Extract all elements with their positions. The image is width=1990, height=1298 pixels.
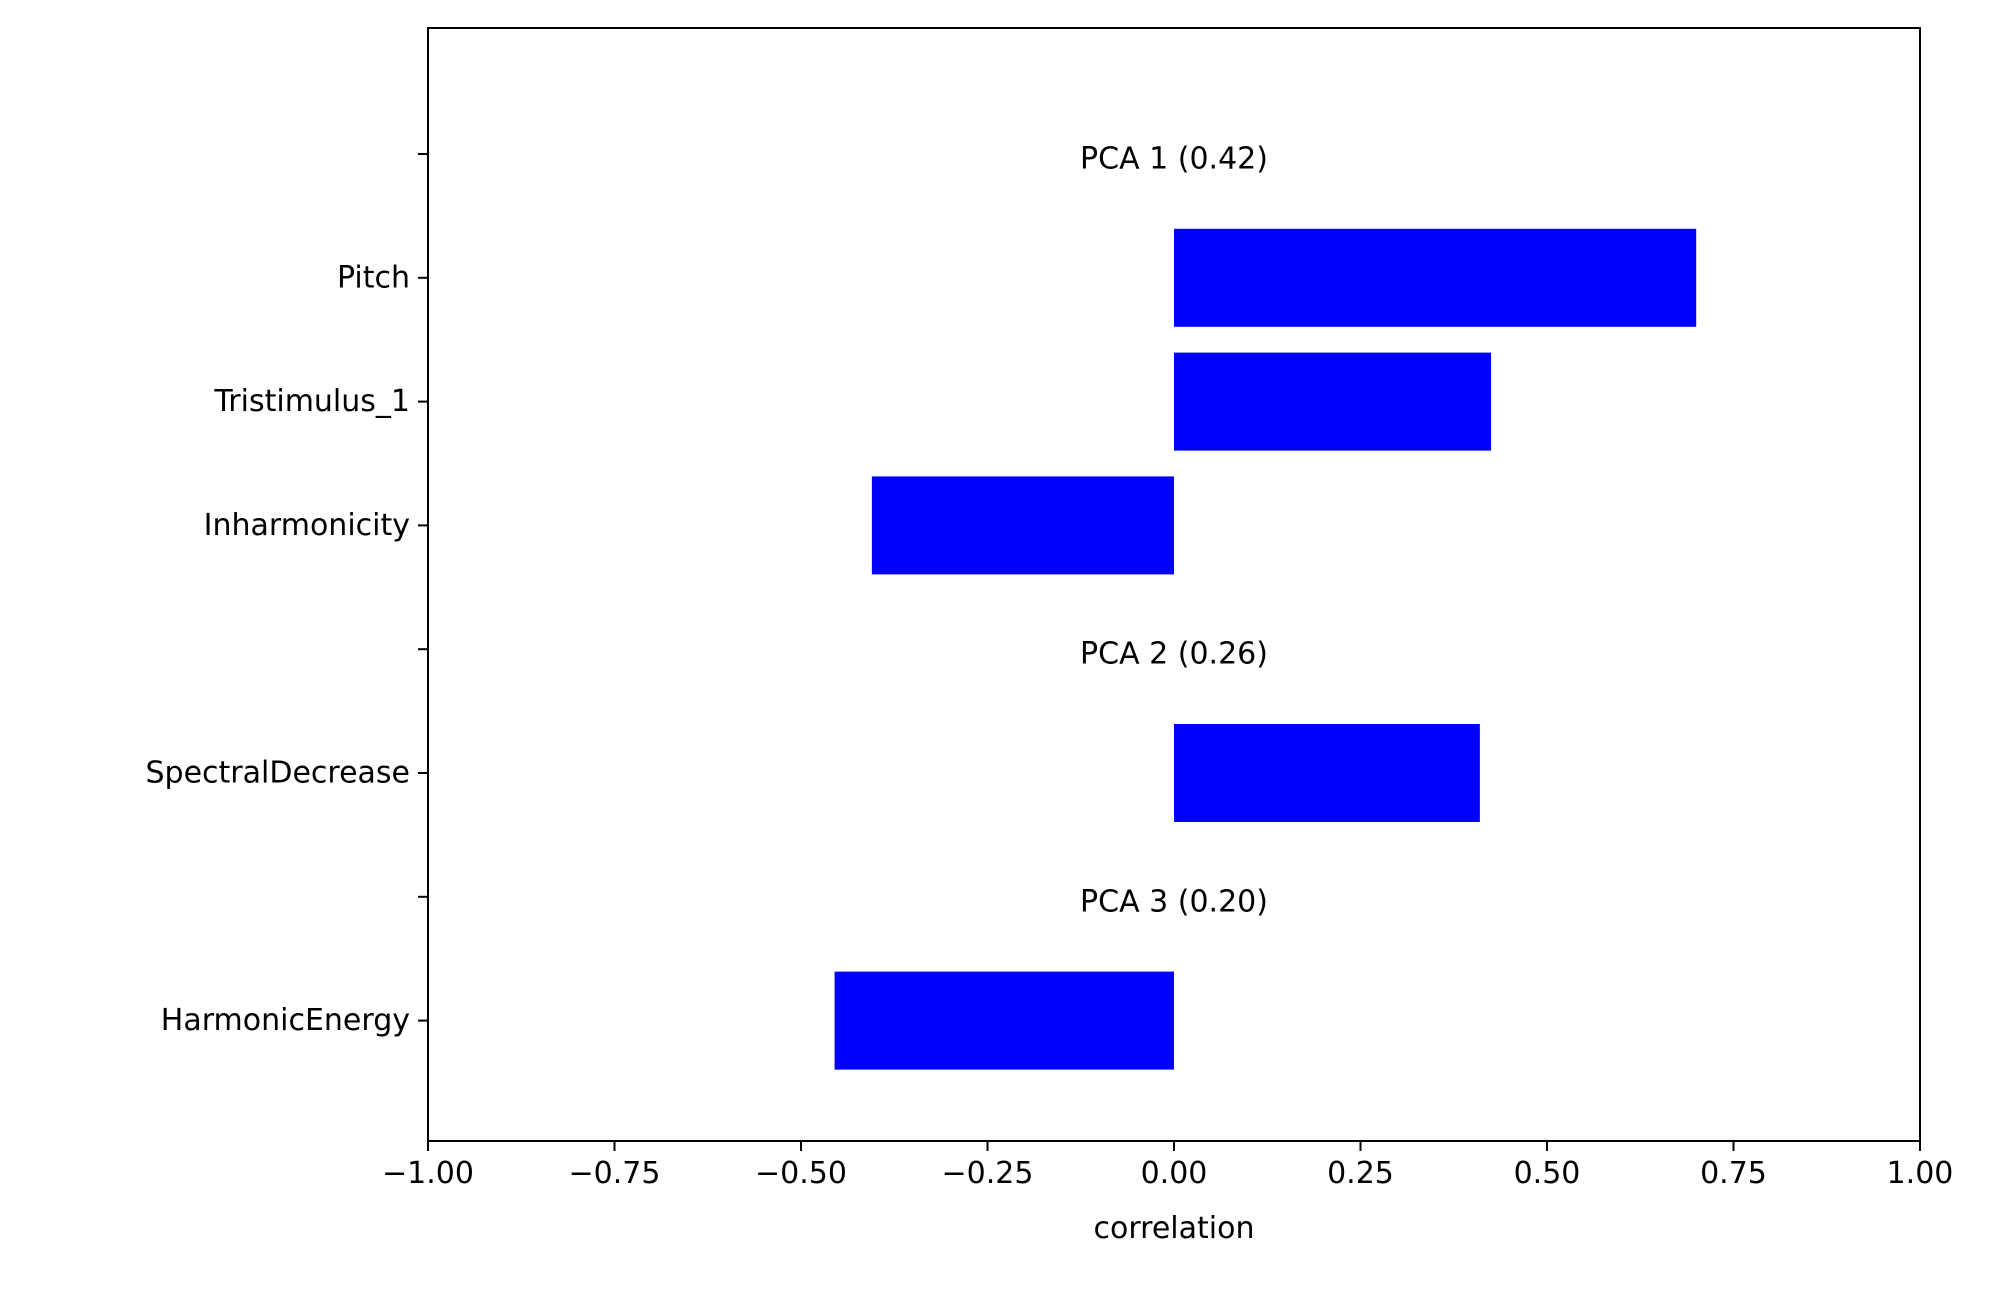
- bar-tristimulus-1: [1174, 352, 1492, 451]
- group-label-pca-3-0-20: PCA 3 (0.20): [1080, 884, 1268, 919]
- x-axis-label: correlation: [1094, 1211, 1255, 1246]
- group-labels-layer: PCA 1 (0.42) PCA 2 (0.26) PCA 3 (0.20): [1080, 142, 1268, 920]
- bar-pitch: [1174, 228, 1697, 327]
- bar-spectraldecrease: [1174, 724, 1480, 822]
- group-label-pca-1-0-42: PCA 1 (0.42): [1080, 142, 1268, 177]
- x-tick-label: −1.00: [382, 1156, 474, 1191]
- x-tick-label: −0.25: [942, 1156, 1034, 1191]
- x-tick-label: 0.50: [1514, 1156, 1581, 1191]
- x-tick-label: 1.00: [1887, 1156, 1954, 1191]
- x-axis: −1.00 −0.75 −0.50 −0.25 0.00 0.25 0.50 0.75 1.00: [382, 1141, 1953, 1191]
- x-tick-label: 0.75: [1700, 1156, 1767, 1191]
- y-tick-label-harmonicenergy: HarmonicEnergy: [161, 1003, 410, 1038]
- bar-inharmonicity: [871, 476, 1174, 575]
- plot-frame: [427, 27, 1921, 1142]
- x-tick-label: −0.75: [569, 1156, 661, 1191]
- y-tick-label-tristimulus-1: Tristimulus_1: [213, 384, 410, 419]
- y-axis: Pitch Tristimulus_1 Inharmonicity SpectralD…: [145, 153, 428, 1038]
- x-tick-label: 0.00: [1141, 1156, 1208, 1191]
- bar-harmonicenergy: [834, 971, 1174, 1070]
- x-tick-label: 0.25: [1327, 1156, 1394, 1191]
- group-label-pca-2-0-26: PCA 2 (0.26): [1080, 637, 1268, 672]
- x-tick-label: −0.50: [755, 1156, 847, 1191]
- y-tick-label-spectraldecrease: SpectralDecrease: [145, 756, 410, 791]
- y-tick-label-pitch: Pitch: [337, 260, 410, 295]
- y-tick-label-inharmonicity: Inharmonicity: [204, 508, 410, 543]
- bars-layer: [834, 228, 1697, 1070]
